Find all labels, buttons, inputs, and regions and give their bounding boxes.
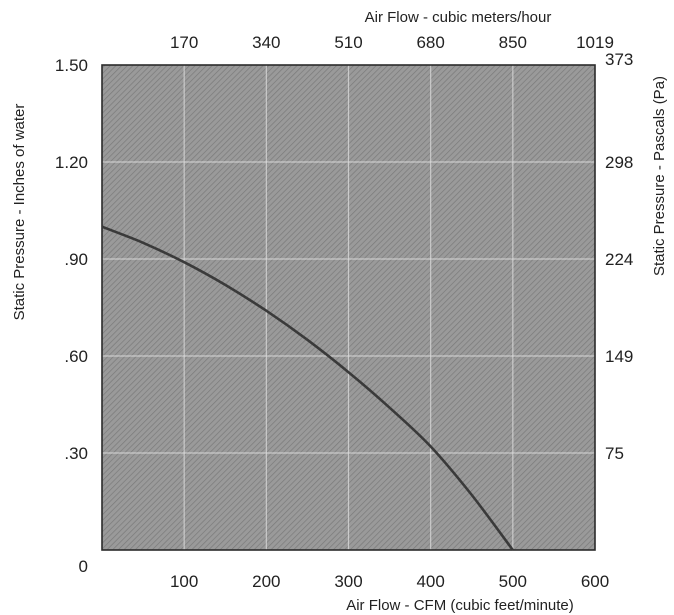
right-tick-label: 224	[605, 250, 633, 269]
right-tick-label: 149	[605, 347, 633, 366]
top-axis-ticks: 170 340 510 680 850 1019	[170, 33, 614, 52]
top-tick-label: 680	[416, 33, 444, 52]
pressure-flow-curve	[101, 225, 514, 551]
right-axis-ticks: 75 149 224 298 373	[605, 50, 633, 463]
x-tick-label: 500	[499, 572, 527, 591]
y-tick-label: 1.50	[55, 56, 88, 75]
y-tick-label: .90	[64, 250, 88, 269]
top-tick-label: 510	[334, 33, 362, 52]
top-tick-label: 170	[170, 33, 198, 52]
x-tick-label: 600	[581, 572, 609, 591]
top-tick-label: 340	[252, 33, 280, 52]
right-tick-label: 373	[605, 50, 633, 69]
y-axis-ticks: 0 .30 .60 .90 1.20 1.50	[55, 56, 88, 576]
y-tick-label: 1.20	[55, 153, 88, 172]
x-tick-label: 100	[170, 572, 198, 591]
x-tick-label: 400	[416, 572, 444, 591]
x-axis-ticks: 100 200 300 400 500 600	[170, 572, 609, 591]
y-tick-label: .60	[64, 347, 88, 366]
right-axis-title: Static Pressure - Pascals (Pa)	[651, 76, 668, 276]
x-axis-title: Air Flow - CFM (cubic feet/minute)	[346, 597, 574, 614]
right-tick-label: 298	[605, 153, 633, 172]
x-tick-label: 200	[252, 572, 280, 591]
y-axis-title: Static Pressure - Inches of water	[11, 104, 28, 321]
right-tick-label: 75	[605, 444, 624, 463]
top-axis-title: Air Flow - cubic meters/hour	[365, 9, 552, 26]
top-tick-label: 850	[499, 33, 527, 52]
grid-lines	[102, 65, 595, 550]
top-tick-label: 1019	[576, 33, 614, 52]
y-tick-label: .30	[64, 444, 88, 463]
y-tick-label: 0	[79, 557, 88, 576]
plot-frame	[101, 64, 596, 551]
x-tick-label: 300	[334, 572, 362, 591]
